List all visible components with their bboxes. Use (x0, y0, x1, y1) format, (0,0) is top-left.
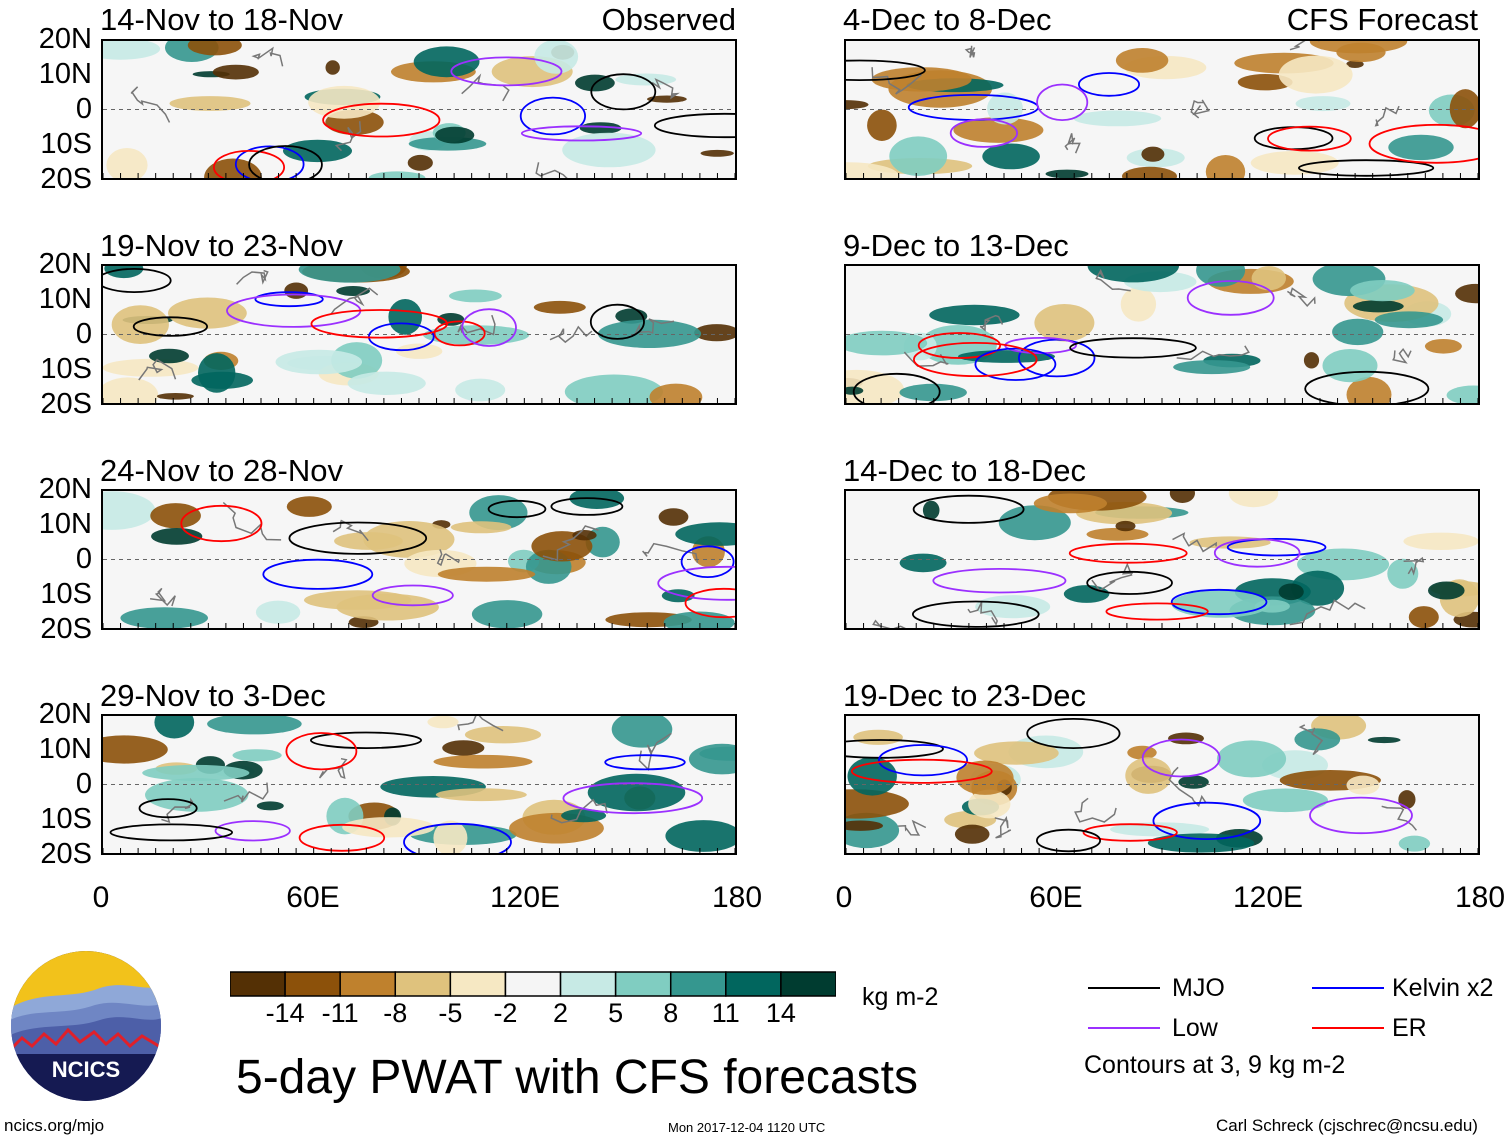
colorbar-swatch (394, 971, 452, 997)
y-tick-panel2-2: 0 (75, 318, 92, 350)
panel-title-p2: 19-Nov to 23-Nov (100, 228, 343, 263)
footer-timestamp: Mon 2017-12-04 1120 UTC (668, 1120, 826, 1135)
colorbar-swatch (614, 971, 672, 997)
legend-label-mjo: MJO (1172, 974, 1225, 1002)
y-tick-panel1-2: 0 (75, 93, 92, 125)
x-tick-60e-right: 60E (1029, 881, 1083, 914)
panel-title-p8: 19-Dec to 23-Dec (843, 678, 1086, 713)
colorbar-label: 8 (663, 998, 679, 1028)
y-tick-panel3-0: 20N (38, 473, 92, 505)
y-tick-panel3-4: 20S (40, 613, 92, 645)
panel-p8 (844, 714, 1480, 855)
colorbar-label: 5 (608, 998, 624, 1028)
legend-line-er (1312, 1027, 1384, 1029)
panel-p4 (101, 714, 737, 855)
legend-label-low: Low (1172, 1014, 1218, 1042)
y-tick-panel4-2: 0 (75, 768, 92, 800)
y-tick-panel2-3: 10S (40, 353, 92, 385)
legend-line-kelvin (1312, 987, 1384, 989)
colorbar-swatch (780, 971, 837, 997)
colorbar-label: 11 (711, 998, 740, 1028)
panel-title-p7: 14-Dec to 18-Dec (843, 453, 1086, 488)
y-tick-panel1-0: 20N (38, 23, 92, 55)
colorbar-label: 2 (553, 998, 569, 1028)
panel-p3 (101, 489, 737, 630)
panel-p7 (844, 489, 1480, 630)
colorbar-swatch (725, 971, 782, 997)
y-tick-panel1-3: 10S (40, 128, 92, 160)
panel-p1 (101, 39, 737, 180)
colorbar-swatch (339, 971, 397, 997)
panel-p6 (844, 264, 1480, 405)
colorbar-label: -5 (438, 998, 463, 1028)
panel-title-p6: 9-Dec to 13-Dec (843, 228, 1069, 263)
panel-title-p4: 29-Nov to 3-Dec (100, 678, 326, 713)
y-tick-panel2-0: 20N (38, 248, 92, 280)
y-tick-panel3-1: 10N (38, 508, 92, 540)
legend-label-er: ER (1392, 1014, 1427, 1042)
colorbar-units: kg m-2 (862, 983, 939, 1011)
y-tick-panel1-1: 10N (38, 58, 92, 90)
x-tick-180-right: 180 (1454, 881, 1506, 914)
colorbar (229, 971, 837, 1002)
y-tick-panel3-2: 0 (75, 543, 92, 575)
colorbar-label: -11 (321, 998, 359, 1028)
colorbar-swatch (449, 971, 507, 997)
x-tick-60e-left: 60E (286, 881, 340, 914)
x-tick-180-left: 180 (711, 881, 763, 914)
ncics-logo: NCICS (10, 950, 162, 1102)
footer-url[interactable]: ncics.org/mjo (4, 1116, 105, 1135)
logo-text: NCICS (52, 1057, 120, 1082)
legend-line-low (1088, 1027, 1160, 1029)
column-label-observed: Observed (601, 2, 736, 37)
y-tick-panel4-4: 20S (40, 838, 92, 870)
legend-line-mjo (1088, 987, 1160, 989)
colorbar-label: 14 (765, 998, 796, 1028)
panel-title-p5: 4-Dec to 8-Dec (843, 2, 1052, 37)
colorbar-label: -14 (265, 998, 305, 1028)
colorbar-swatch (669, 971, 727, 997)
column-label-cfs: CFS Forecast (1286, 2, 1478, 37)
colorbar-label: -8 (383, 998, 408, 1028)
y-tick-panel2-4: 20S (40, 388, 92, 420)
colorbar-label: -2 (493, 998, 518, 1028)
x-tick-120e-right: 120E (1232, 881, 1304, 914)
x-tick-120e-left: 120E (489, 881, 561, 914)
panel-p2 (101, 264, 737, 405)
chart-title: 5-day PWAT with CFS forecasts (236, 1051, 918, 1104)
colorbar-swatch (284, 971, 341, 997)
y-tick-panel4-0: 20N (38, 698, 92, 730)
colorbar-swatch (559, 971, 617, 997)
panel-title-p1: 14-Nov to 18-Nov (100, 2, 343, 37)
y-tick-panel4-1: 10N (38, 733, 92, 765)
colorbar-swatch (504, 971, 562, 997)
panel-p5 (844, 39, 1480, 180)
y-tick-panel1-4: 20S (40, 163, 92, 195)
x-tick-0-right: 0 (835, 881, 853, 914)
y-tick-panel4-3: 10S (40, 803, 92, 835)
legend-label-kelvin: Kelvin x2 (1392, 974, 1494, 1002)
y-tick-panel2-1: 10N (38, 283, 92, 315)
contour-note: Contours at 3, 9 kg m-2 (1084, 1051, 1346, 1079)
x-tick-0-left: 0 (92, 881, 110, 914)
panel-title-p3: 24-Nov to 28-Nov (100, 453, 343, 488)
colorbar-swatch (229, 971, 286, 997)
y-tick-panel3-3: 10S (40, 578, 92, 610)
footer-author: Carl Schreck (cjschrec@ncsu.edu) (1216, 1116, 1478, 1135)
